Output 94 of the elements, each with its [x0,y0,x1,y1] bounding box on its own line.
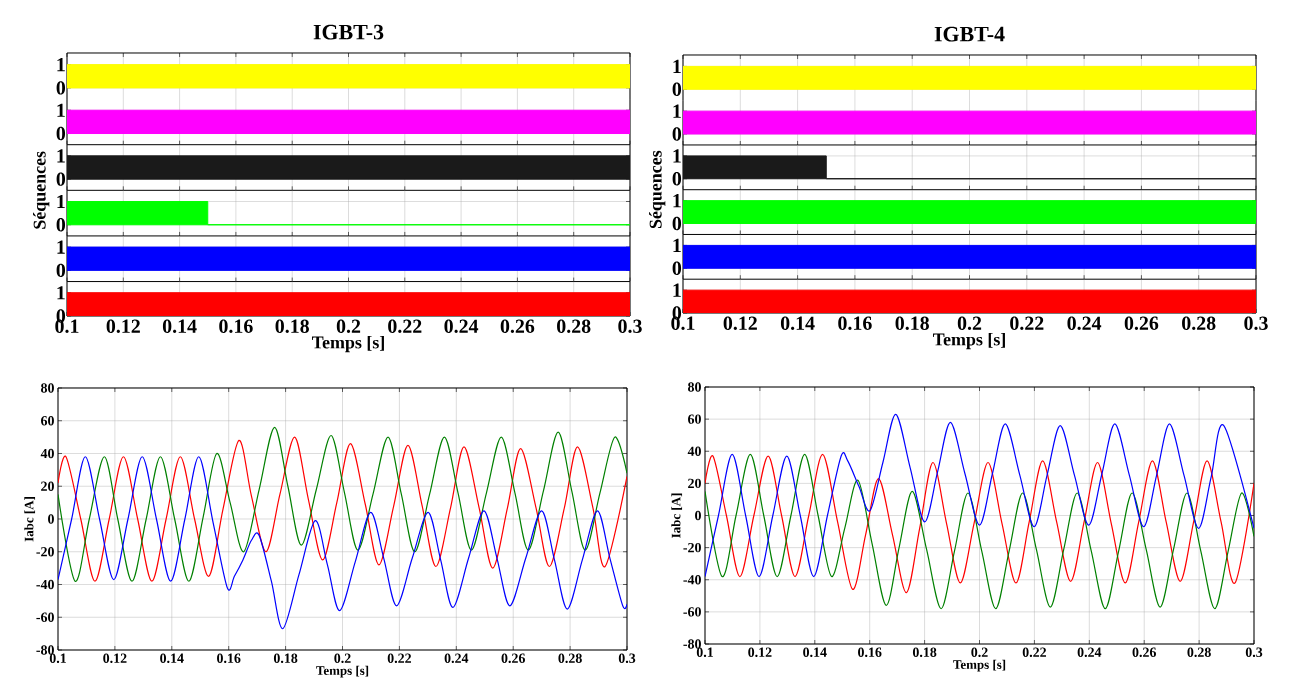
y-tick-label: -40 [36,579,54,590]
chart-title: IGBT-4 [934,26,1005,42]
y-axis-title: Séquences [649,150,666,229]
x-axis-title: Temps [s] [953,659,1006,672]
x-tick-label: 0.14 [780,316,815,331]
y-tick-label: 80 [41,383,54,393]
y-tick-label: -60 [683,607,701,617]
chart-title: IGBT-3 [313,24,384,40]
x-tick-label: 0.3 [618,319,642,334]
y-tick-label: 1 [57,103,65,117]
x-tick-label: 0.1 [49,653,66,663]
x-tick-label: 0.3 [618,653,636,663]
x-tick-label: 0.28 [558,653,582,663]
x-tick-label: 0.22 [388,319,422,334]
y-tick-label: 0 [695,510,701,521]
y-tick-label: 1 [673,194,681,208]
x-tick-label: 0.12 [106,319,140,334]
x-tick-label: 0.2 [971,647,988,657]
y-tick-label: -20 [36,547,54,557]
x-tick-label: 0.22 [1010,316,1044,331]
x-tick-label: 0.16 [858,647,882,657]
y-axis-title: Séquences [33,151,50,229]
y-tick-label: 0 [672,82,682,96]
y-tick-label: 0 [56,218,66,232]
x-tick-label: 0.14 [803,647,827,657]
x-tick-label: 0.24 [444,319,479,334]
x-tick-label: 0.24 [1067,316,1102,331]
x-tick-label: 0.12 [723,316,757,331]
x-tick-label: 0.14 [160,653,184,663]
y-tick-label: 1 [673,59,681,73]
x-tick-label: 0.2 [334,653,351,663]
x-tick-label: 0.18 [273,653,298,663]
y-tick-label: 20 [688,478,701,489]
x-tick-label: 0.3 [1245,647,1263,657]
y-tick-label: 0 [56,263,66,278]
y-tick-label: 0 [672,172,682,186]
line-series [58,456,628,630]
y-tick-label: 60 [41,416,54,426]
y-tick-label: 60 [688,414,701,424]
y-tick-label: 0 [672,261,682,275]
x-axis-title: Temps [s] [933,332,1005,350]
y-axis-title: Iabc [A] [24,497,36,542]
x-tick-label: 0.12 [103,653,127,663]
x-tick-label: 0.22 [387,653,412,663]
y-tick-label: 40 [40,448,54,459]
y-tick-label: 0 [56,172,66,186]
y-tick-label: 80 [688,382,701,392]
y-tick-label: 0 [56,81,66,95]
y-tick-label: 1 [673,238,681,252]
y-tick-label: 0 [672,216,682,231]
x-tick-label: 0.26 [500,319,535,334]
y-tick-label: -80 [36,645,54,655]
y-tick-label: -20 [683,542,701,553]
y-tick-label: 0 [672,127,682,141]
y-tick-label: 1 [57,149,65,163]
x-tick-label: 0.24 [1077,647,1102,657]
x-tick-label: 0.12 [748,647,772,657]
y-tick-label: -60 [36,612,54,622]
line-series [705,413,1255,578]
x-tick-label: 0.1 [696,647,713,657]
x-tick-label: 0.26 [501,653,525,663]
y-tick-label: 1 [57,240,65,254]
x-tick-label: 0.24 [444,653,469,663]
x-tick-label: 0.26 [1132,647,1157,657]
y-tick-label: 1 [673,149,681,163]
x-tick-label: 0.16 [838,316,872,331]
x-tick-label: 0.18 [895,316,929,331]
y-tick-label: 20 [41,481,54,491]
y-tick-label: 1 [673,283,681,297]
x-tick-label: 0.16 [217,653,241,663]
y-tick-label: 40 [687,446,701,456]
y-tick-label: 1 [673,104,681,118]
x-axis-title: Temps [s] [316,665,369,678]
x-tick-label: 0.2 [336,319,361,334]
y-tick-label: 1 [57,58,65,72]
y-tick-label: 1 [57,194,65,209]
x-tick-label: 0.28 [1182,316,1216,331]
y-tick-label: -80 [683,639,701,649]
x-tick-label: 0.26 [1124,316,1159,331]
y-tick-label: 0 [56,126,66,141]
y-tick-label: 0 [48,514,54,524]
x-tick-label: 0.22 [1022,647,1047,657]
x-tick-label: 0.28 [1187,647,1211,657]
x-tick-label: 0.28 [557,319,591,334]
x-tick-label: 0.14 [162,319,197,334]
x-tick-label: 0.18 [912,647,937,657]
y-axis-title: Iabc [A] [671,493,683,538]
x-tick-label: 0.2 [957,316,982,331]
x-tick-label: 0.16 [219,319,253,334]
x-tick-label: 0.18 [275,319,309,334]
x-axis-title: Temps [s] [312,335,384,353]
x-tick-label: 0.3 [1244,316,1268,331]
y-tick-label: -40 [683,575,701,585]
y-tick-label: 1 [57,286,65,300]
